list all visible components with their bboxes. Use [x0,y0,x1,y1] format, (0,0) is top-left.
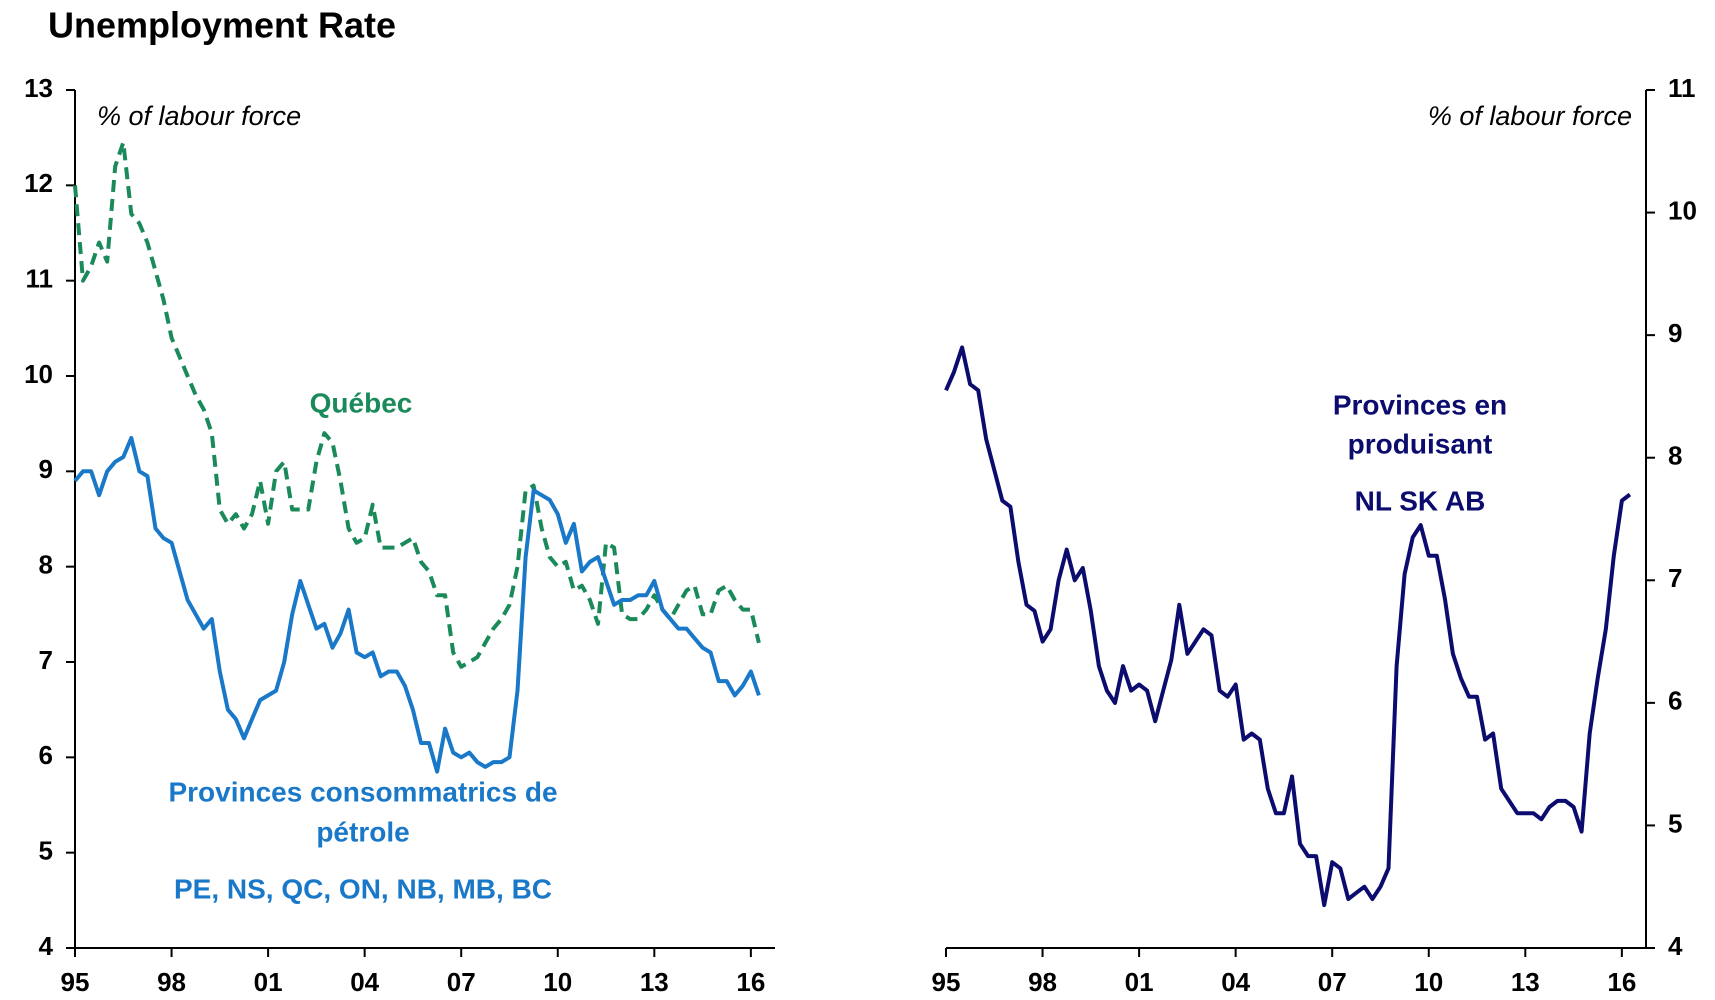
annotation: PE, NS, QC, ON, NB, MB, BC [174,873,552,904]
y-tick-label: 4 [1668,931,1683,961]
y-tick-label: 5 [1668,808,1682,838]
x-tick-label: 01 [1125,967,1154,997]
annotation: produisant [1348,428,1493,459]
x-tick-label: 07 [447,967,476,997]
annotation: Provinces consommatrics de [168,776,557,807]
x-tick-label: 95 [61,967,90,997]
x-tick-label: 13 [640,967,669,997]
y-tick-label: 5 [39,836,53,866]
x-tick-label: 95 [932,967,961,997]
y-tick-label: 4 [39,931,54,961]
y-tick-label: 9 [39,454,53,484]
annotation: pétrole [316,816,409,847]
series-line [944,345,1632,908]
y-tick-label: 12 [24,168,53,198]
x-tick-label: 16 [1607,967,1636,997]
y-tick-label: 9 [1668,318,1682,348]
x-tick-label: 04 [350,967,379,997]
y-tick-label: 11 [1668,73,1696,103]
axis-unit-label: % of labour force [1428,101,1632,131]
x-tick-label: 10 [543,967,572,997]
y-tick-label: 8 [39,550,53,580]
x-tick-label: 98 [157,967,186,997]
y-tick-label: 11 [26,264,54,294]
y-tick-label: 7 [1668,563,1682,593]
x-tick-label: 98 [1028,967,1057,997]
series-line [73,436,761,774]
x-tick-label: 16 [736,967,765,997]
series-line [73,140,761,669]
x-tick-label: 04 [1221,967,1250,997]
y-tick-label: 7 [39,645,53,675]
annotation: Québec [310,387,413,418]
y-tick-label: 13 [24,73,53,103]
y-tick-label: 6 [1668,686,1682,716]
x-tick-label: 10 [1414,967,1443,997]
chart-title: Unemployment Rate [48,5,396,46]
y-tick-label: 8 [1668,441,1682,471]
annotation: Provinces en [1333,389,1507,420]
y-tick-label: 10 [1668,195,1697,225]
axis-unit-label: % of labour force [97,101,301,131]
x-tick-label: 07 [1318,967,1347,997]
annotation: NL SK AB [1355,485,1486,516]
x-tick-label: 01 [254,967,283,997]
x-tick-label: 13 [1511,967,1540,997]
y-tick-label: 10 [24,359,53,389]
y-tick-label: 6 [39,740,53,770]
